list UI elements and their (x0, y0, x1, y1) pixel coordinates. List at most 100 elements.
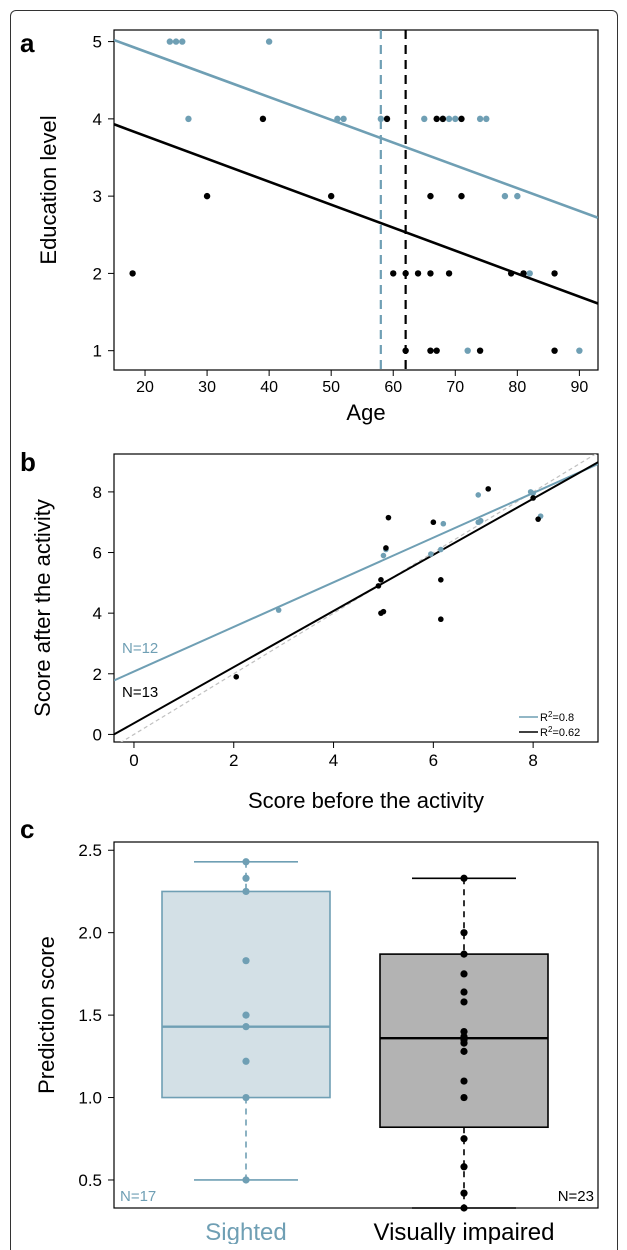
panel-b-point-impaired (233, 674, 240, 680)
panel-a-point-impaired (433, 115, 440, 123)
panel-a-plot-frame (113, 29, 599, 371)
panel-c-y-tick-label: 2.0 (78, 924, 102, 943)
panel-a-point-impaired (402, 270, 409, 277)
panel-a-point-sighted (464, 347, 471, 354)
panel-b-x-axis-label: Score before the activity (248, 788, 484, 813)
panel-b-point-sighted (275, 607, 282, 613)
panel-b-point-impaired (385, 514, 392, 521)
panel-b-legend-r2-sup: 2 (548, 725, 553, 734)
panel-a-x-tick-label: 60 (384, 379, 402, 396)
panel-a-point-sighted (452, 115, 459, 123)
panel-a-point-impaired (390, 270, 397, 277)
panel-a-point-sighted (445, 115, 453, 123)
panel-b-point-sighted (380, 552, 387, 559)
panel-a-point-sighted (501, 192, 509, 200)
panel-b-x-tick-label: 6 (429, 751, 438, 770)
panel-a-x-axis-label: Age (346, 400, 385, 425)
panel-b-chart: Score after the activity Score before th… (30, 453, 599, 813)
panel-a-point-sighted (166, 38, 174, 45)
panel-a-point-sighted (421, 115, 428, 123)
panel-c-point-impaired (460, 1047, 468, 1055)
panel-a-x-tick-label: 30 (198, 379, 216, 396)
panel-a-y-tick-label: 2 (93, 264, 102, 283)
panel-c-category-label-impaired: Visually impaired (374, 1219, 555, 1244)
panel-a-x-tick-label: 50 (322, 379, 340, 396)
panel-b-y-tick-label: 4 (93, 604, 102, 623)
panel-b-point-impaired (438, 616, 444, 623)
panel-a-plot-area (114, 30, 598, 370)
panel-b-point-sighted (530, 490, 536, 497)
panel-a-point-sighted (526, 270, 533, 277)
panel-a-point-sighted (476, 115, 484, 123)
panel-b-plot-frame (113, 453, 599, 743)
panel-c-point-impaired (460, 1204, 468, 1212)
panel-b-x-tick-label: 4 (329, 751, 338, 770)
panel-c-letter: c (20, 814, 34, 844)
panel-b-y-tick-label: 2 (93, 665, 102, 684)
panel-a-fit-line-sighted (114, 38, 598, 219)
panel-c-point-impaired (460, 1093, 468, 1102)
panel-b-x-tick-label: 8 (528, 751, 537, 770)
panel-a-point-impaired (507, 270, 515, 277)
panel-c-chart: Prediction score 0.5 1.0 1.5 2.0 2.5 Sighted V… (34, 841, 599, 1244)
panel-a-point-impaired (427, 192, 434, 200)
panel-c-y-tick-label: 0.5 (78, 1171, 102, 1190)
panel-b-point-impaired (378, 577, 384, 583)
panel-b-point-impaired (438, 577, 444, 583)
panel-a-y-tick-label: 4 (93, 110, 102, 129)
panel-b-point-impaired (530, 495, 536, 501)
panel-a-point-sighted (514, 192, 521, 200)
panel-b-point-sighted (428, 551, 434, 557)
panel-b-point-sighted (438, 546, 444, 553)
panel-a-x-tick-label: 20 (136, 379, 154, 396)
panel-a-point-sighted (340, 115, 347, 123)
panel-b-point-impaired (430, 519, 437, 526)
panel-a-y-tick-label: 3 (93, 187, 102, 206)
panel-a-chart: Education level Age 20 30 40 50 60 70 80 90 1 2 3 4… (36, 29, 599, 425)
panel-c-point-impaired (460, 1163, 468, 1171)
panel-a-point-sighted (377, 115, 385, 123)
panel-c-point-sighted (242, 887, 250, 896)
panel-a-x-tick-label: 90 (570, 379, 588, 396)
panel-a-letter: a (20, 28, 35, 58)
panel-a-point-impaired (203, 192, 211, 200)
panel-b-identity-line (120, 454, 597, 742)
panel-b-fit-line-sighted (114, 463, 598, 682)
panel-b-x-tick-label: 0 (129, 751, 138, 770)
panel-c-y-axis-label: Prediction score (34, 936, 59, 1094)
panel-c-box-sighted (161, 890, 331, 1099)
panel-a-point-impaired (520, 270, 527, 277)
panel-a-point-impaired (551, 347, 558, 354)
panel-b-n-sighted: N=12 (122, 640, 158, 657)
panel-a-point-impaired (402, 347, 409, 354)
panel-b-legend-r2-sup: 2 (548, 710, 553, 719)
panel-a-point-impaired (458, 115, 465, 123)
panel-b-legend-r2-impaired: R2=0.62 (540, 725, 580, 739)
panel-b-y-tick-label: 0 (93, 725, 102, 744)
panel-c-point-impaired (460, 874, 468, 882)
panel-b-point-sighted (440, 520, 447, 527)
panel-c-point-impaired (460, 1189, 468, 1197)
panel-a-y-axis-label: Education level (36, 115, 61, 264)
panel-c-y-tick-label: 2.5 (78, 841, 102, 860)
panel-c-point-impaired (460, 929, 468, 937)
panel-a-point-impaired (433, 347, 440, 354)
panel-a-point-sighted (334, 115, 341, 123)
panel-c-point-impaired (460, 950, 468, 958)
panel-c-point-sighted (242, 1011, 250, 1019)
panel-a-point-impaired (445, 270, 453, 277)
panel-a-point-impaired (414, 270, 422, 277)
panel-c-point-sighted (242, 858, 250, 866)
panel-b-point-impaired (375, 583, 382, 589)
panel-a-point-sighted (172, 38, 180, 45)
panel-c-point-sighted (242, 874, 250, 882)
panel-a-point-sighted (185, 115, 192, 123)
panel-c-point-sighted (242, 1176, 250, 1184)
panel-b-x-tick-label: 2 (229, 751, 238, 770)
panel-c-point-impaired (460, 1135, 468, 1143)
panel-a-point-impaired (327, 192, 335, 200)
panel-a-x-tick-label: 80 (508, 379, 526, 396)
panel-c-point-sighted (242, 957, 250, 965)
panel-b-point-impaired (535, 516, 541, 522)
